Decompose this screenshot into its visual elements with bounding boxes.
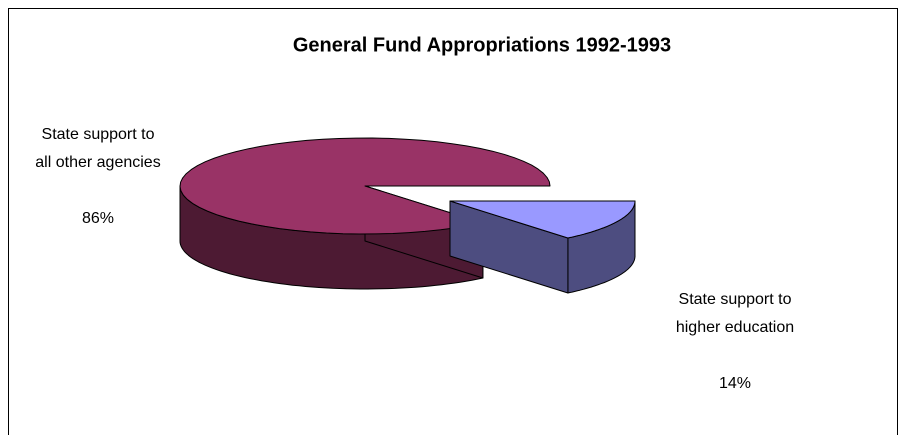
category-label: State support to higher education [675,291,795,336]
slice [179,137,551,235]
value-label: 86% [81,210,115,227]
category-label: State support to all other agencies [35,126,161,171]
slice [449,200,636,239]
slice-label: State support to all other agencies 86% [0,93,208,261]
slice-label: State support to higher education 14% [625,258,845,426]
value-label: 14% [718,375,752,392]
chart-title: General Fund Appropriations 1992-1993 [293,34,671,56]
pie [179,137,636,294]
